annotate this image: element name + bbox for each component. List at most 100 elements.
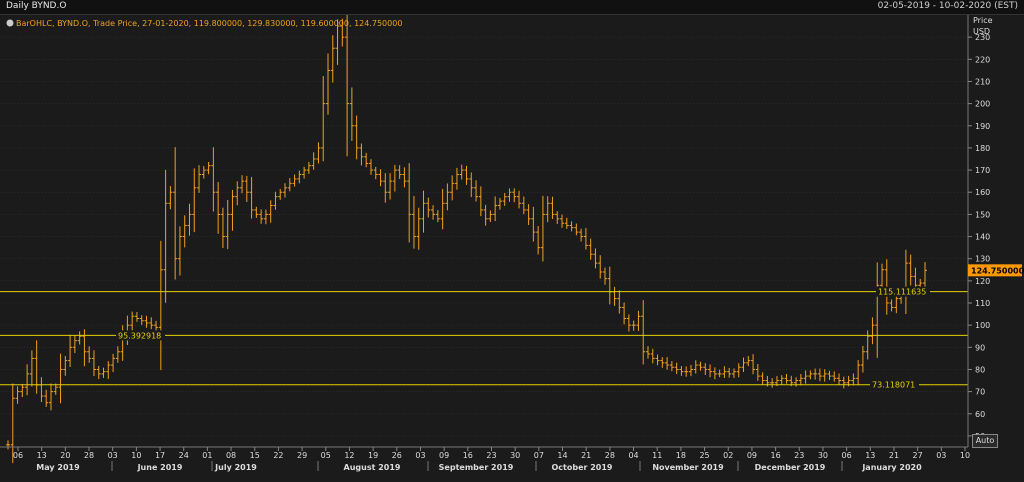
ohlc-bar xyxy=(216,182,221,234)
ohlc-bar xyxy=(598,255,603,279)
info-icon[interactable] xyxy=(6,19,14,27)
horizontal-lines: 115.111635 95.392918 73.118071 xyxy=(0,286,968,390)
ohlc-bar xyxy=(474,180,479,202)
ohlc-bar xyxy=(626,314,631,332)
ohlc-bars xyxy=(6,15,927,464)
ohlc-bar xyxy=(201,166,206,179)
ohlc-bar xyxy=(402,167,407,188)
ohlc-bar xyxy=(249,176,254,219)
y-tick-label: 140 xyxy=(975,233,990,242)
ohlc-bar xyxy=(727,367,732,378)
ohlc-bar xyxy=(684,366,689,377)
h-line-label: 115.111635 xyxy=(878,288,926,297)
ohlc-bar xyxy=(483,204,488,226)
h-line-label-bg xyxy=(116,330,165,341)
ohlc-bar xyxy=(168,186,173,210)
ohlc-bar xyxy=(392,164,397,192)
plot-background xyxy=(0,15,968,447)
y-tick-label: 130 xyxy=(975,255,990,264)
ohlc-bar xyxy=(841,376,846,389)
ohlc-bar xyxy=(440,188,445,230)
ohlc-bar xyxy=(335,19,340,65)
ohlc-bar xyxy=(426,197,431,218)
legend-text: BarOHLC, BYND.O, Trade Price, 27-01-2020… xyxy=(16,19,402,28)
ohlc-bar xyxy=(803,370,808,384)
x-tick-label: 19 xyxy=(368,451,378,460)
ohlc-bar xyxy=(15,386,20,404)
h-line-label: 95.392918 xyxy=(118,331,161,340)
x-tick-label: 22 xyxy=(273,451,283,460)
ohlc-bar xyxy=(306,161,311,174)
ohlc-bar xyxy=(493,196,498,222)
month-label: September 2019 xyxy=(439,463,514,472)
ohlc-bar xyxy=(650,348,655,364)
y-tick-label: 100 xyxy=(975,321,990,330)
x-tick-label: 03 xyxy=(415,451,425,460)
ohlc-bar xyxy=(373,166,378,180)
ohlc-bar xyxy=(130,311,135,331)
ohlc-bar xyxy=(583,228,588,250)
y-tick-label: 80 xyxy=(975,365,985,374)
ohlc-bar xyxy=(526,204,531,226)
ohlc-bar xyxy=(497,197,502,210)
ohlc-bar xyxy=(770,378,775,388)
ohlc-bar xyxy=(851,373,856,386)
ohlc-bar xyxy=(717,369,722,378)
ohlc-bar xyxy=(268,200,273,223)
ohlc-bar xyxy=(645,346,650,359)
x-tick-label: 03 xyxy=(108,451,118,460)
x-axis: 06 13 20 28 03 10 17 24 01 08 15 22 29 05 12 19 26 03 09 16… xyxy=(13,447,970,472)
x-tick-label: 17 xyxy=(155,451,165,460)
ohlc-bar xyxy=(368,159,373,175)
auto-scale-button[interactable]: Auto xyxy=(972,434,998,448)
ohlc-bar xyxy=(235,181,240,206)
ohlc-bar xyxy=(837,373,842,385)
month-label: October 2019 xyxy=(551,463,612,472)
month-label: August 2019 xyxy=(344,463,401,472)
ohlc-bar xyxy=(10,383,15,464)
ohlc-bar xyxy=(364,152,369,168)
x-tick-label: 21 xyxy=(889,451,899,460)
ohlc-bar xyxy=(349,87,354,141)
ohlc-bar xyxy=(77,331,82,345)
ohlc-bar xyxy=(421,190,426,233)
ohlc-bar xyxy=(230,189,235,231)
ohlc-bar xyxy=(531,206,536,242)
ohlc-bar xyxy=(550,196,555,219)
month-label: January 2020 xyxy=(861,463,922,472)
y-tick-label: 180 xyxy=(975,144,990,153)
y-tick-label: 170 xyxy=(975,166,990,175)
ohlc-bar xyxy=(435,210,440,223)
x-tick-label: 30 xyxy=(818,451,828,460)
ohlc-bar xyxy=(813,368,818,380)
ohlc-bar xyxy=(292,174,297,187)
ohlc-bar xyxy=(29,350,34,387)
ohlc-bar xyxy=(254,206,259,218)
ohlc-bar xyxy=(321,75,326,162)
y-tick-label: 200 xyxy=(975,100,990,109)
x-tick-label: 14 xyxy=(557,451,567,460)
x-tick-label: 20 xyxy=(60,451,70,460)
ohlc-bar xyxy=(569,221,574,232)
ohlc-bar xyxy=(665,357,670,370)
x-tick-label: 09 xyxy=(439,451,449,460)
x-tick-label: 28 xyxy=(84,451,94,460)
ohlc-bar xyxy=(192,168,197,233)
ohlc-bar xyxy=(345,15,350,157)
ohlc-bar xyxy=(87,346,92,363)
ohlc-bar xyxy=(154,320,159,332)
x-tick-label: 25 xyxy=(699,451,709,460)
x-tick-label: 23 xyxy=(486,451,496,460)
ohlc-bar xyxy=(712,367,717,380)
x-tick-label: 24 xyxy=(179,451,189,460)
ohlc-bar xyxy=(163,169,168,303)
ohlc-bar xyxy=(622,302,627,325)
ohlc-bar xyxy=(856,360,861,386)
ohlc-bar xyxy=(674,362,679,375)
y-axis-title-line2: USD xyxy=(973,27,990,36)
ohlc-bar xyxy=(211,147,216,212)
x-tick-label: 10 xyxy=(960,451,970,460)
ohlc-bar xyxy=(832,371,837,382)
ohlc-bar xyxy=(894,293,899,314)
